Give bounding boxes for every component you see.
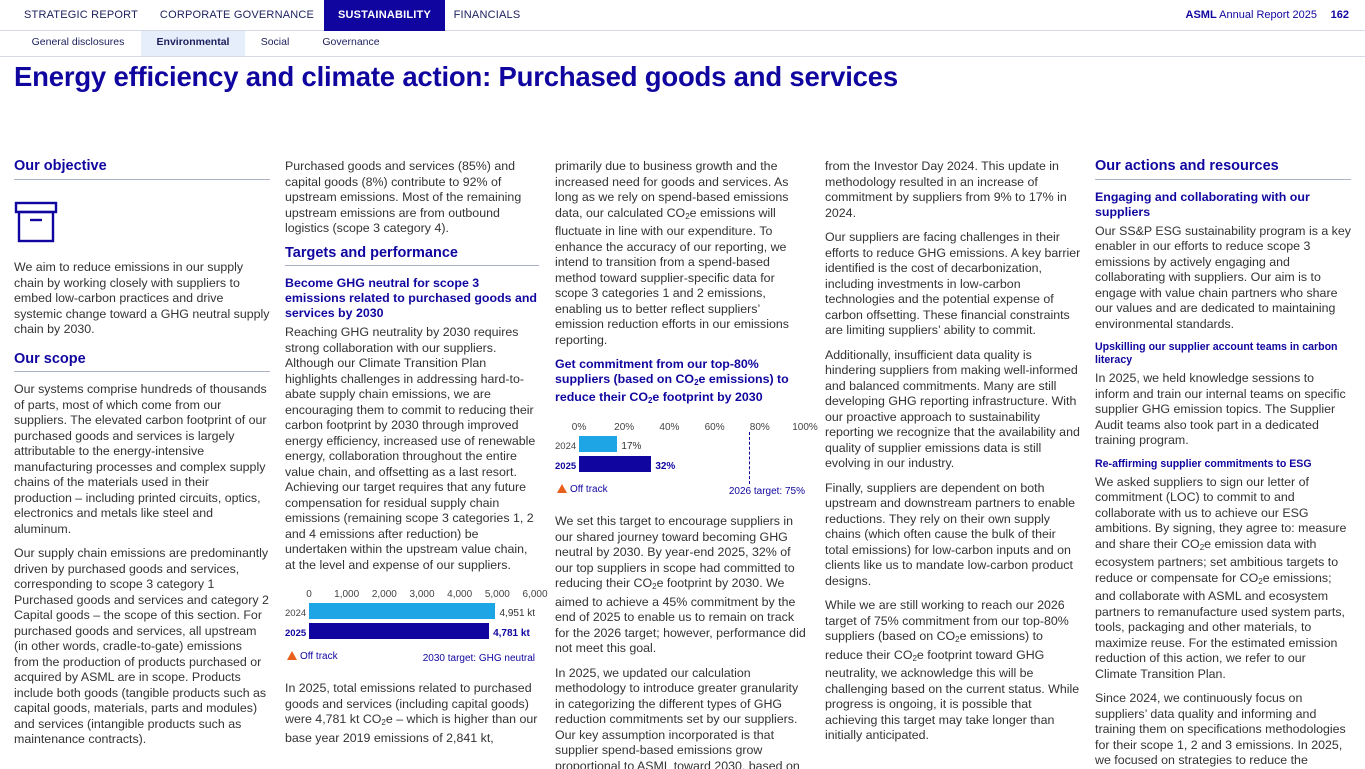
sub-navigation: General disclosures Environmental Social…	[0, 31, 1365, 57]
x-tick-label: 60%	[704, 422, 725, 433]
status-off-track: Off track	[287, 649, 338, 665]
value-label: 17%	[621, 441, 642, 452]
target-label: 2030 target: GHG neutral	[422, 653, 535, 664]
page-number: 162	[1330, 9, 1349, 21]
data-quality-text: Additionally, insufficient data quality …	[825, 347, 1080, 471]
upskill-text: In 2025, we held knowledge sessions to i…	[1095, 371, 1346, 447]
bar-2024	[579, 436, 618, 452]
warning-triangle-icon	[557, 484, 567, 493]
reaffirm-title: Re-affirming supplier commitments to ESG	[1095, 457, 1312, 470]
actions-heading: Our actions and resources	[1095, 158, 1351, 180]
subtab-social[interactable]: Social	[260, 36, 290, 48]
x-tick-label: 100%	[792, 422, 818, 433]
x-tick-label: 3,000	[409, 589, 435, 600]
x-tick-label: 0	[306, 589, 312, 600]
bar-2025	[579, 456, 652, 472]
report-brand: ASML	[1185, 9, 1217, 21]
upskill-title: Upskilling our supplier account teams in…	[1095, 341, 1338, 366]
x-tick-label: 80%	[749, 422, 770, 433]
column-objective-scope: Our objective We aim to reduce emissions…	[14, 158, 270, 757]
commitment-text: We set this target to encourage supplier…	[555, 514, 806, 655]
scope-paragraph-2: Our supply chain emissions are predomina…	[14, 546, 269, 746]
engage-text: Our SS&P ESG sustainability program is a…	[1095, 223, 1351, 331]
targets-heading: Targets and performance	[285, 245, 539, 266]
emissions-chart: 0 1,000 2,000 3,000 4,000 5,000 6,000 2024 4,951…	[285, 587, 548, 667]
x-tick-label: 4,000	[447, 589, 473, 600]
warning-triangle-icon	[287, 651, 297, 660]
target-ghg-neutral-text: Reaching GHG neutrality by 2030 requires…	[285, 325, 536, 572]
page-title: Energy efficiency and climate action: Pu…	[14, 61, 898, 92]
subtab-general-disclosures[interactable]: General disclosures	[31, 36, 125, 48]
methodology-text: In 2025, we updated our calculation meth…	[555, 665, 800, 769]
methodology-continued: from the Investor Day 2024. This update …	[825, 159, 1067, 220]
top-navigation: STRATEGIC REPORT CORPORATE GOVERNANCE SU…	[0, 0, 1365, 31]
subtab-governance[interactable]: Governance	[322, 36, 380, 48]
x-tick-label: 2,000	[371, 589, 397, 600]
report-name: Annual Report 2025	[1219, 9, 1317, 21]
subtab-environmental[interactable]: Environmental	[141, 31, 245, 56]
target-supplier-commitment-title: Get commitment from our top-80% supplier…	[555, 357, 789, 405]
target-ghg-neutral-title: Become GHG neutral for scope 3 emissions…	[285, 276, 537, 320]
tab-corporate-governance[interactable]: CORPORATE GOVERNANCE	[159, 9, 315, 21]
x-tick-label: 20%	[614, 422, 635, 433]
column-targets: Purchased goods and services (85%) and c…	[285, 159, 548, 755]
x-tick-label: 1,000	[334, 589, 360, 600]
value-label: 4,781 kt	[493, 628, 530, 639]
upstream-intro: Purchased goods and services (85%) and c…	[285, 159, 522, 235]
x-tick-label: 40%	[659, 422, 680, 433]
objective-heading: Our objective	[14, 158, 270, 180]
bar-2025	[309, 623, 490, 639]
category-label: 2024	[555, 441, 577, 452]
x-tick-label: 0%	[571, 422, 587, 433]
emissions-results-text: In 2025, total emissions related to purc…	[285, 681, 538, 745]
tab-financials[interactable]: FINANCIALS	[453, 9, 521, 21]
growth-text: primarily due to business growth and the…	[555, 159, 789, 347]
bar-2024	[309, 603, 496, 619]
target-line	[748, 432, 750, 484]
value-label: 4,951 kt	[499, 608, 536, 619]
category-label: 2025	[285, 628, 307, 639]
dependency-text: Finally, suppliers are dependent on both…	[825, 480, 1076, 588]
tab-sustainability[interactable]: SUSTAINABILITY	[324, 0, 445, 31]
report-title: ASML Annual Report 2025	[1186, 0, 1317, 31]
scope-heading: Our scope	[14, 351, 270, 372]
commitment-chart: 0% 20% 40% 60% 80% 100% 2024 17% 2025 32% Off trac…	[555, 420, 818, 502]
reaffirm-text: We asked suppliers to sign our letter of…	[1095, 474, 1347, 681]
engage-title: Engaging and collaborating with our supp…	[1095, 189, 1310, 219]
scope-paragraph-1: Our systems comprise hundreds of thousan…	[14, 382, 267, 536]
tab-strategic-report[interactable]: STRATEGIC REPORT	[23, 9, 139, 21]
target-label: 2026 target: 75%	[728, 486, 805, 497]
objective-text: We aim to reduce emissions in our supply…	[14, 260, 270, 336]
x-tick-label: 6,000	[522, 589, 548, 600]
column-challenges: from the Investor Day 2024. This update …	[825, 159, 1081, 753]
x-tick-label: 5,000	[484, 589, 510, 600]
since-2024-text: Since 2024, we continuously focus on sup…	[1095, 691, 1346, 767]
archive-box-icon	[14, 201, 58, 242]
status-off-track: Off track	[557, 482, 608, 498]
value-label: 32%	[655, 461, 676, 472]
challenges-text: Our suppliers are facing challenges in t…	[825, 230, 1081, 337]
column-actions: Our actions and resources Engaging and c…	[1095, 158, 1351, 769]
column-supplier-commitment: primarily due to business growth and the…	[555, 159, 818, 769]
category-label: 2024	[285, 608, 307, 619]
category-label: 2025	[555, 461, 577, 472]
progress-text: While we are still working to reach our …	[825, 598, 1080, 742]
